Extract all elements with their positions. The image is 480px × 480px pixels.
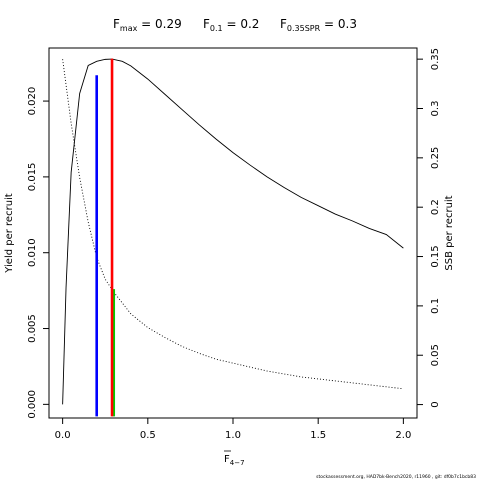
y-right-tick-label: 0 [430,401,441,407]
title-term-symbol: F [203,17,210,31]
ssb-per-recruit-curve [62,59,404,390]
x-tick-label: 1.0 [225,430,241,441]
plot-frame [48,47,418,419]
x-tick-label: 0.0 [55,430,71,441]
y-axis-left: 0.000 0.005 0.010 0.015 0.020 [27,87,49,419]
title-term-equals: = [320,17,338,31]
title-term-subscript: max [120,24,138,33]
y-left-tick-label: 0.005 [27,314,38,343]
series-group [62,58,404,405]
x-axis-title: F4−7 [224,450,245,467]
y-right-tick-label: 0.1 [430,298,441,314]
y-left-tick-label: 0.010 [27,238,38,267]
title-term-subscript: 0.35SPR [287,24,321,33]
title-term: Fmax = 0.29 [113,17,182,33]
title-term-equals: = [137,17,155,31]
y-right-tick-label: 0.2 [430,199,441,215]
title-term-equals: = [223,17,241,31]
reference-lines [95,58,116,417]
footer-credit: stockassessment.org, HAD7bk-Bench2020, r… [316,474,476,480]
title-term-value: 0.2 [240,17,259,31]
x-tick-label: 0.5 [140,430,156,441]
title-term: F0.1 = 0.2 [203,17,259,33]
x-axis-title-text: F4−7 [224,454,245,467]
x-axis-title-symbol: F [224,454,230,465]
yield-per-recruit-curve [62,58,404,405]
title-term: F0.35SPR = 0.3 [280,17,357,33]
title-term-value: 0.29 [155,17,182,31]
y-right-tick-label: 0.05 [430,344,441,366]
y-left-tick-label: 0.015 [27,163,38,192]
y-axis-left-title: Yield per recruit [4,193,15,274]
y-right-tick-label: 0.15 [430,245,441,267]
x-tick-label: 2.0 [395,430,411,441]
y-left-tick-label: 0.020 [27,87,38,116]
title-term-value: 0.3 [338,17,357,31]
y-left-tick-label: 0.000 [27,390,38,419]
title-term-subscript: 0.1 [210,24,223,33]
y-right-tick-label: 0.3 [430,101,441,117]
y-axis-right: 0 0.05 0.1 0.15 0.2 0.25 0.3 0.35 [417,48,441,408]
x-tick-label: 1.5 [310,430,326,441]
y-right-tick-label: 0.35 [430,48,441,70]
y-axis-right-title: SSB per recruit [444,195,455,270]
chart-title: Fmax = 0.29 F0.1 = 0.2 F0.35SPR = 0.3 [113,17,357,33]
y-right-tick-label: 0.25 [430,147,441,169]
title-term-symbol: F [280,17,287,31]
title-term-symbol: F [113,17,120,31]
x-axis: 0.0 0.5 1.0 1.5 2.0 [55,418,411,441]
x-axis-title-subscript: 4−7 [230,459,245,467]
